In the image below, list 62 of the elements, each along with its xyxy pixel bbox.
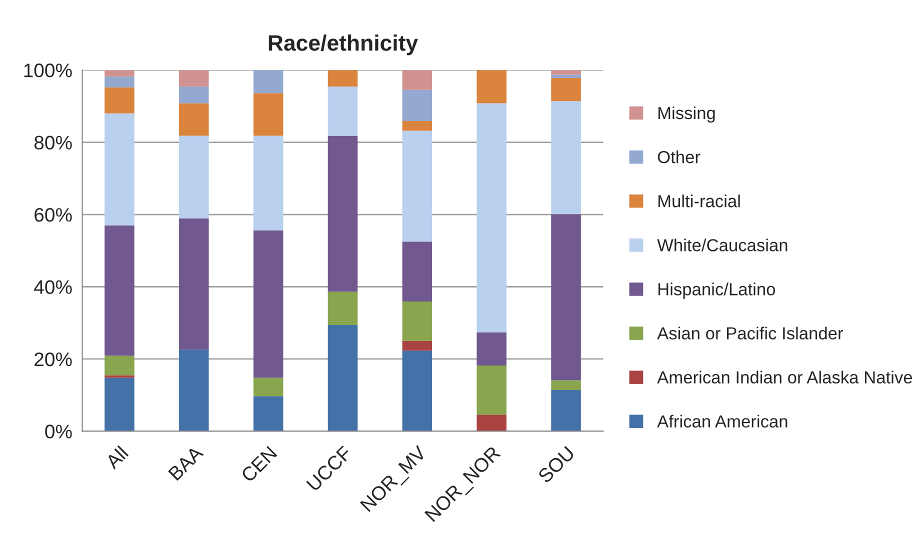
- bar: [179, 136, 209, 218]
- bar: [104, 113, 134, 226]
- bar: [179, 103, 209, 136]
- legend-label: Asian or Pacific Islander: [657, 326, 844, 340]
- bar: [402, 350, 432, 432]
- bar: [476, 414, 506, 432]
- legend-label: American Indian or Alaska Native: [657, 370, 912, 384]
- bar: [551, 390, 581, 432]
- bar: [402, 340, 432, 351]
- bar: [402, 70, 432, 90]
- bar: [253, 378, 284, 396]
- legend-label: Other: [658, 150, 700, 164]
- bar: [104, 356, 134, 376]
- bar: [476, 332, 506, 366]
- bar: [253, 136, 284, 230]
- legend-label: Multi-racial: [658, 194, 740, 208]
- x-tick-label: All: [104, 445, 129, 470]
- bar: [402, 120, 432, 131]
- bar: [179, 218, 209, 350]
- bar: [551, 380, 581, 390]
- bar: [402, 302, 432, 341]
- bar: [328, 86, 358, 136]
- bar: [104, 70, 134, 77]
- bar: [551, 70, 581, 75]
- bar: [104, 87, 134, 114]
- bar: [104, 378, 134, 432]
- bar: [328, 292, 358, 326]
- y-tick-label: 20%: [34, 352, 72, 366]
- bar: [551, 74, 581, 78]
- bar: [179, 70, 209, 87]
- bar: [253, 230, 284, 378]
- bar: [253, 93, 284, 136]
- bar: [328, 70, 358, 87]
- bar: [476, 365, 506, 415]
- legend-label: White/Caucasian: [657, 238, 788, 252]
- bar: [402, 90, 432, 121]
- y-tick-label: 0%: [45, 424, 72, 438]
- bar: [179, 350, 209, 432]
- bar: [476, 103, 506, 332]
- bar: [104, 76, 134, 88]
- legend-label: Hispanic/Latino: [658, 282, 776, 299]
- bar: [328, 136, 358, 292]
- legend-label: Missing: [658, 106, 715, 123]
- bar: [476, 70, 506, 104]
- y-tick-label: 60%: [34, 208, 72, 222]
- bar: [551, 214, 581, 380]
- x-tick-label: BAA: [168, 444, 204, 481]
- bar: [402, 130, 432, 242]
- bar: [551, 101, 581, 214]
- legend-label: African American: [657, 414, 788, 428]
- chart-title: Race/ethnicity: [268, 34, 418, 56]
- bar: [328, 325, 358, 432]
- bar: [402, 242, 432, 302]
- bar: [179, 86, 209, 104]
- bar: [253, 70, 284, 94]
- bar: [551, 78, 581, 102]
- y-tick-label: 40%: [34, 280, 72, 294]
- bar: [253, 396, 284, 432]
- bar: [104, 225, 134, 356]
- y-tick-label: 80%: [34, 136, 72, 150]
- bar: [104, 375, 134, 378]
- y-tick-label: 100%: [24, 64, 72, 78]
